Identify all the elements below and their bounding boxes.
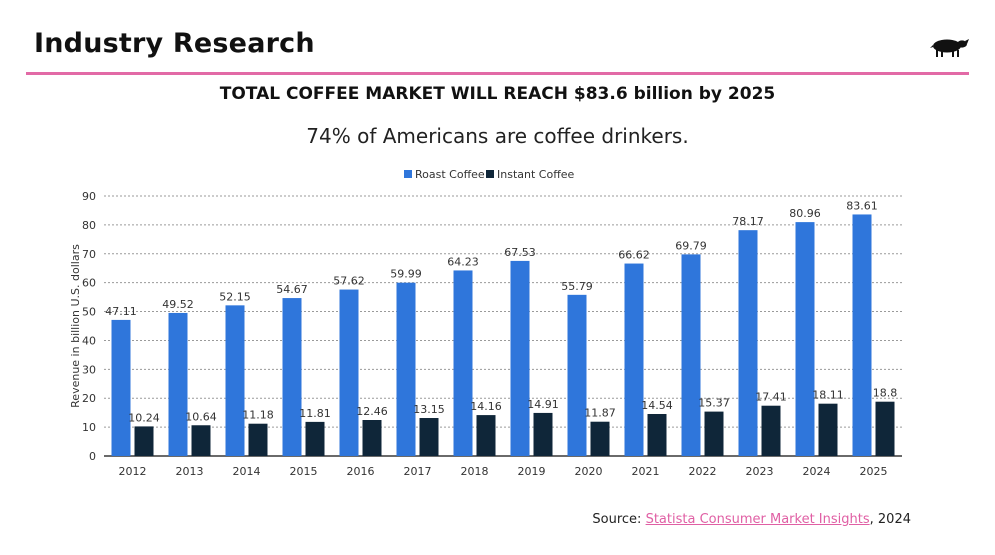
y-tick-label: 10 xyxy=(82,421,96,434)
instant-coffee-value-label: 10.24 xyxy=(128,411,160,424)
y-tick-label: 60 xyxy=(82,277,96,290)
header-divider xyxy=(26,72,969,75)
instant-coffee-bar xyxy=(362,420,382,456)
x-tick-label: 2021 xyxy=(632,465,660,478)
legend-swatch-roast xyxy=(404,170,412,178)
x-tick-label: 2012 xyxy=(119,465,147,478)
roast-coffee-bar xyxy=(225,305,245,456)
instant-coffee-bar xyxy=(761,405,781,456)
instant-coffee-bar xyxy=(704,411,724,456)
roast-coffee-bar xyxy=(339,289,359,456)
roast-coffee-value-label: 83.61 xyxy=(846,199,878,212)
sheep-logo-icon xyxy=(930,39,969,57)
source-prefix: Source: xyxy=(592,512,646,527)
instant-coffee-bar xyxy=(818,403,838,456)
instant-coffee-bar xyxy=(134,426,154,456)
instant-coffee-value-label: 12.46 xyxy=(356,405,388,418)
instant-coffee-value-label: 11.18 xyxy=(242,409,274,422)
instant-coffee-value-label: 14.16 xyxy=(470,400,502,413)
source-suffix: , 2024 xyxy=(869,512,911,527)
instant-coffee-value-label: 18.8 xyxy=(873,387,898,400)
x-tick-label: 2019 xyxy=(518,465,546,478)
instant-coffee-value-label: 13.15 xyxy=(413,403,445,416)
roast-coffee-value-label: 69.79 xyxy=(675,239,707,252)
roast-coffee-bar xyxy=(681,254,701,456)
source-note: Source: Statista Consumer Market Insight… xyxy=(592,512,911,527)
roast-coffee-value-label: 47.11 xyxy=(105,305,137,318)
y-axis-label: Revenue in billion U.S. dollars xyxy=(69,244,82,408)
instant-coffee-value-label: 18.11 xyxy=(812,389,844,402)
y-tick-label: 40 xyxy=(82,334,96,347)
y-tick-label: 0 xyxy=(89,450,96,463)
legend-label-roast: Roast Coffee xyxy=(415,168,485,181)
instant-coffee-bar xyxy=(476,415,496,456)
instant-coffee-bar xyxy=(875,401,895,456)
instant-coffee-value-label: 14.91 xyxy=(527,398,559,411)
x-tick-label: 2022 xyxy=(689,465,717,478)
x-tick-label: 2023 xyxy=(746,465,774,478)
roast-coffee-value-label: 49.52 xyxy=(162,298,194,311)
roast-coffee-value-label: 54.67 xyxy=(276,283,308,296)
legend-swatch-instant xyxy=(486,170,494,178)
instant-coffee-bar xyxy=(590,421,610,456)
roast-coffee-value-label: 67.53 xyxy=(504,246,536,259)
instant-coffee-bar xyxy=(248,423,268,456)
roast-coffee-bar xyxy=(282,298,302,456)
x-tick-label: 2014 xyxy=(233,465,261,478)
instant-coffee-bar xyxy=(419,418,439,456)
y-tick-label: 70 xyxy=(82,248,96,261)
y-tick-label: 80 xyxy=(82,219,96,232)
roast-coffee-bar xyxy=(624,263,644,456)
roast-coffee-value-label: 55.79 xyxy=(561,280,593,293)
instant-coffee-value-label: 14.54 xyxy=(641,399,673,412)
instant-coffee-bar xyxy=(647,413,667,456)
x-tick-label: 2016 xyxy=(347,465,375,478)
y-tick-label: 20 xyxy=(82,392,96,405)
y-tick-label: 90 xyxy=(82,190,96,203)
instant-coffee-value-label: 10.64 xyxy=(185,410,217,423)
legend-label-instant: Instant Coffee xyxy=(497,168,575,181)
source-link[interactable]: Statista Consumer Market Insights xyxy=(645,512,870,527)
roast-coffee-bar xyxy=(795,222,815,456)
roast-coffee-bar xyxy=(510,260,530,456)
roast-coffee-bar xyxy=(168,312,188,456)
x-tick-label: 2020 xyxy=(575,465,603,478)
x-tick-label: 2017 xyxy=(404,465,432,478)
roast-coffee-bar xyxy=(453,270,473,456)
roast-coffee-value-label: 80.96 xyxy=(789,207,821,220)
x-tick-label: 2013 xyxy=(176,465,204,478)
slide-title: Industry Research xyxy=(34,28,315,59)
y-tick-label: 50 xyxy=(82,306,96,319)
subheadline: 74% of Americans are coffee drinkers. xyxy=(306,124,689,148)
roast-coffee-bar xyxy=(738,230,758,456)
instant-coffee-bar xyxy=(305,421,325,456)
x-tick-label: 2024 xyxy=(803,465,831,478)
roast-coffee-bar xyxy=(111,319,131,456)
roast-coffee-value-label: 66.62 xyxy=(618,249,650,262)
instant-coffee-bar xyxy=(191,425,211,456)
instant-coffee-value-label: 11.81 xyxy=(299,407,331,420)
roast-coffee-bar xyxy=(396,282,416,456)
roast-coffee-value-label: 78.17 xyxy=(732,215,764,228)
y-tick-label: 30 xyxy=(82,363,96,376)
instant-coffee-value-label: 15.37 xyxy=(698,397,730,410)
roast-coffee-bar xyxy=(567,294,587,456)
x-tick-label: 2015 xyxy=(290,465,318,478)
x-tick-label: 2018 xyxy=(461,465,489,478)
roast-coffee-bar xyxy=(852,214,872,456)
instant-coffee-value-label: 17.41 xyxy=(755,391,787,404)
roast-coffee-value-label: 64.23 xyxy=(447,255,479,268)
instant-coffee-value-label: 11.87 xyxy=(584,407,616,420)
roast-coffee-value-label: 52.15 xyxy=(219,290,251,303)
x-tick-label: 2025 xyxy=(860,465,888,478)
headline: TOTAL COFFEE MARKET WILL REACH $83.6 bil… xyxy=(219,84,776,104)
instant-coffee-bar xyxy=(533,412,553,456)
roast-coffee-value-label: 59.99 xyxy=(390,268,422,281)
roast-coffee-value-label: 57.62 xyxy=(333,275,365,288)
